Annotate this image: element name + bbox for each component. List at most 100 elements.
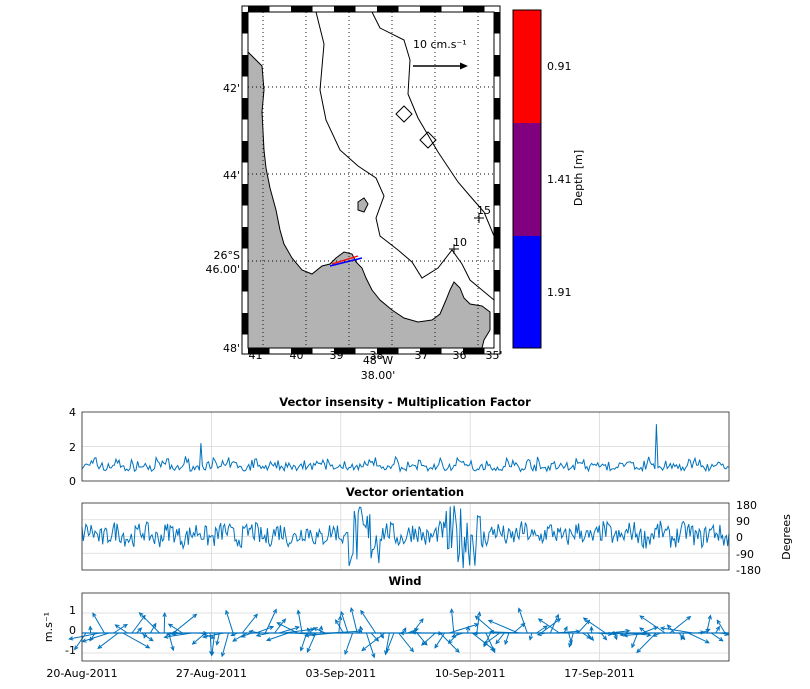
wind-vector-head <box>563 625 568 631</box>
current-vector-blue <box>329 257 363 267</box>
wind-vector <box>216 632 220 645</box>
wind-ylabel: m.s⁻¹ <box>42 612 55 642</box>
wind-vector-head <box>269 625 275 630</box>
lon-degree-label: 48°W <box>363 354 393 367</box>
wind-vector-head <box>455 648 460 653</box>
lon-tick-labels: 41' 40' 39' 38' 37' 36' 35' <box>248 349 502 362</box>
orientation-axes-box <box>81 502 730 571</box>
wind-vector-head <box>312 627 318 632</box>
orientation-ytick: 180 <box>736 499 757 512</box>
wind-vector <box>483 632 500 646</box>
wind-vector <box>536 625 548 634</box>
wind-vector <box>412 618 424 634</box>
wind-vector <box>716 620 726 634</box>
colorbar-label: Depth [m] <box>572 150 585 206</box>
station-marker-15 <box>474 213 484 223</box>
wind-vector-head <box>659 626 665 631</box>
wind-vector-head <box>520 622 526 628</box>
colorbar-segment <box>513 123 541 236</box>
wind-vector-head <box>191 640 197 645</box>
wind-vector <box>451 609 455 634</box>
wind-vector-head <box>715 625 720 631</box>
wind-vector-head <box>716 619 721 625</box>
wind-vector <box>361 632 386 651</box>
wind-vector-head <box>148 636 154 642</box>
wind-vector-head <box>385 647 390 653</box>
wind-vector-head <box>202 634 208 639</box>
wind-vector <box>340 611 349 634</box>
wind-vector-head <box>451 633 457 638</box>
wind-vector-head <box>167 623 173 628</box>
orientation-panel: Vector orientation 180 90 0 -90 -180 Deg… <box>81 485 793 577</box>
wind-vector <box>221 632 229 657</box>
wind-vector <box>416 632 428 646</box>
wind-vector-head <box>491 648 496 654</box>
colorbar-tick-label: 0.91 <box>547 60 572 73</box>
wind-vector <box>69 632 100 640</box>
wind-vector-head <box>361 646 367 652</box>
wind-vector-head <box>422 640 428 646</box>
wind-vector-head <box>602 635 608 641</box>
intensity-ytick: 2 <box>69 441 76 454</box>
wind-vector <box>600 632 607 640</box>
wind-xtick-labels: 20-Aug-2011 27-Aug-2011 03-Sep-2011 10-Sep-… <box>46 667 635 680</box>
wind-vector-head <box>476 611 482 617</box>
station-label-15: 15 <box>477 204 491 217</box>
wind-vector <box>568 632 574 647</box>
wind-vector <box>163 613 166 634</box>
wind-vector <box>529 632 533 640</box>
wind-vector <box>549 614 559 634</box>
wind-vector-head <box>543 625 548 630</box>
lon-tick-label: 39' <box>329 349 346 362</box>
wind-vector-head <box>253 613 258 619</box>
wind-vector <box>518 608 528 634</box>
wind-vector-head <box>225 609 230 615</box>
wind-vector-head <box>89 636 94 642</box>
wind-grid <box>81 593 729 661</box>
wind-vector-head <box>162 611 167 617</box>
wind-vector <box>504 632 510 645</box>
orientation-ytick: -180 <box>736 564 761 577</box>
wind-vector-head <box>625 628 631 634</box>
wind-vector-head <box>487 619 493 624</box>
wind-vector-head <box>81 638 87 643</box>
wind-xtick-label: 27-Aug-2011 <box>176 667 247 680</box>
wind-vector-head <box>220 652 226 658</box>
wind-vector <box>360 610 377 634</box>
wind-vector-head <box>371 653 376 659</box>
wind-vector <box>264 609 277 634</box>
wind-vector-head <box>170 646 175 652</box>
wind-vector-head <box>434 643 439 649</box>
wind-vector-head <box>306 627 312 633</box>
wind-vector-head <box>114 624 120 629</box>
wind-vector-head <box>568 642 573 648</box>
wind-ytick: -1 <box>65 644 76 657</box>
wind-vector <box>577 619 590 634</box>
wind-vector <box>266 632 289 641</box>
wind-vector-head <box>359 625 364 631</box>
wind-vector-head <box>310 627 316 632</box>
wind-vector <box>631 632 639 648</box>
intensity-ytick: 4 <box>69 406 76 419</box>
wind-vector-head <box>97 644 103 649</box>
wind-vector-head <box>707 614 712 620</box>
wind-vector <box>495 632 505 644</box>
wind-vector-head <box>409 647 415 653</box>
wind-vector-head <box>474 615 480 621</box>
colorbar-tick-label: 1.41 <box>547 173 572 186</box>
wind-vector-head <box>589 636 595 641</box>
wind-vectors <box>68 606 730 659</box>
map-contour <box>371 11 495 237</box>
wind-vector <box>313 627 326 634</box>
wind-vector-head <box>704 639 710 644</box>
lat-tick-label: 46.00' <box>205 263 240 276</box>
wind-vector <box>538 618 560 634</box>
wind-vector <box>398 632 414 652</box>
wind-vector <box>139 612 160 634</box>
wind-vector <box>209 632 212 655</box>
map-grid <box>248 12 494 348</box>
wind-vector <box>639 627 648 634</box>
wind-vector-head <box>421 641 426 646</box>
wind-vector-head <box>306 647 311 653</box>
wind-ytick: 0 <box>69 624 76 637</box>
